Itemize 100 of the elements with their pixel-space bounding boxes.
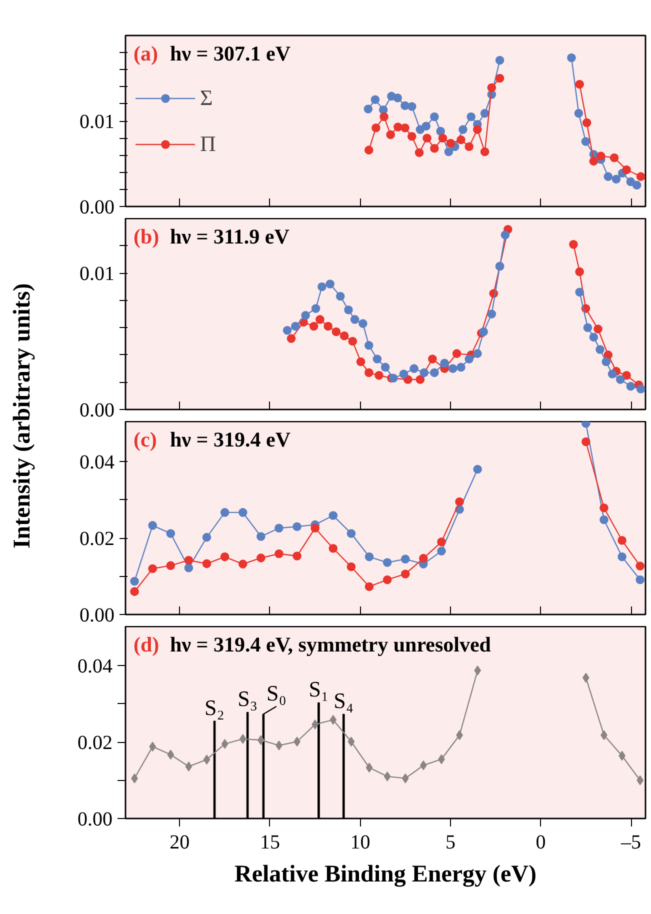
point bbox=[575, 267, 584, 276]
point bbox=[328, 511, 338, 520]
point bbox=[380, 112, 388, 122]
point bbox=[400, 123, 410, 132]
point bbox=[608, 370, 617, 378]
data-label: S₂ bbox=[204, 694, 224, 720]
point bbox=[581, 137, 590, 146]
point bbox=[274, 549, 284, 558]
point bbox=[364, 368, 374, 378]
point bbox=[446, 138, 456, 148]
point bbox=[466, 112, 476, 122]
point bbox=[594, 324, 602, 334]
point bbox=[589, 156, 598, 166]
point bbox=[612, 174, 621, 184]
point bbox=[618, 536, 626, 545]
point bbox=[448, 364, 458, 373]
point bbox=[636, 575, 644, 584]
point bbox=[456, 362, 466, 372]
point bbox=[394, 122, 402, 132]
point bbox=[148, 564, 157, 574]
point bbox=[372, 123, 380, 132]
y-tick-label: 0.04 bbox=[78, 656, 112, 678]
point bbox=[416, 375, 425, 384]
point bbox=[596, 345, 604, 354]
point bbox=[602, 357, 611, 366]
x-axis-title: Relative Binding Energy (eV) bbox=[234, 862, 536, 888]
point bbox=[384, 772, 391, 782]
point bbox=[618, 552, 626, 562]
point bbox=[582, 437, 590, 446]
point bbox=[318, 282, 326, 292]
x-tick-label: 5 bbox=[446, 832, 456, 854]
point bbox=[596, 152, 606, 160]
point bbox=[622, 165, 631, 174]
x-tick-label: 15 bbox=[260, 832, 280, 854]
point bbox=[203, 754, 210, 764]
point bbox=[430, 368, 439, 378]
point bbox=[600, 515, 608, 524]
point bbox=[356, 357, 366, 366]
point bbox=[393, 94, 402, 102]
point bbox=[604, 172, 613, 181]
data-label: S₁ bbox=[308, 676, 329, 702]
point bbox=[575, 80, 584, 89]
point bbox=[336, 292, 345, 301]
point bbox=[258, 735, 264, 745]
y-tick-label: 0.01 bbox=[80, 263, 114, 286]
point bbox=[437, 537, 446, 546]
point bbox=[312, 720, 318, 730]
point bbox=[569, 240, 578, 249]
point bbox=[382, 575, 392, 584]
point bbox=[256, 532, 266, 541]
x-tick-label: 0 bbox=[536, 832, 546, 854]
data-label: S₄ bbox=[334, 688, 354, 714]
point bbox=[358, 319, 368, 328]
point bbox=[310, 524, 320, 533]
point bbox=[346, 562, 356, 572]
point bbox=[166, 561, 176, 570]
chart-title: (d) hν = 319.4 eV, symmetry unresolved bbox=[134, 632, 492, 656]
point bbox=[437, 546, 446, 556]
y-tick-label: 0.00 bbox=[80, 400, 114, 422]
point bbox=[374, 371, 384, 380]
point bbox=[420, 368, 429, 378]
point bbox=[589, 332, 598, 342]
point bbox=[456, 135, 466, 144]
legend-label: Π bbox=[200, 130, 217, 156]
point bbox=[130, 576, 139, 586]
x-tick-label: –5 bbox=[620, 832, 642, 854]
point bbox=[291, 322, 300, 331]
point bbox=[500, 230, 510, 240]
data-label: S₀ bbox=[266, 680, 286, 706]
point bbox=[328, 544, 338, 553]
y-tick-label: 0.02 bbox=[78, 732, 112, 754]
point bbox=[309, 322, 318, 331]
point bbox=[458, 125, 468, 134]
point bbox=[400, 554, 410, 564]
point bbox=[350, 315, 360, 324]
y-tick-label: 0.00 bbox=[78, 808, 112, 830]
point bbox=[452, 349, 462, 358]
point bbox=[436, 126, 445, 136]
point bbox=[473, 125, 482, 134]
point bbox=[184, 563, 194, 572]
point bbox=[382, 558, 392, 567]
point bbox=[148, 521, 157, 530]
point bbox=[604, 350, 613, 360]
point bbox=[330, 714, 337, 725]
point bbox=[430, 144, 439, 153]
point bbox=[276, 740, 282, 750]
point bbox=[610, 153, 619, 162]
point bbox=[184, 556, 194, 565]
point bbox=[220, 508, 230, 517]
point bbox=[402, 773, 409, 784]
y-axis-title: Intensity (arbitrary units) bbox=[10, 283, 36, 549]
point bbox=[316, 315, 324, 324]
point bbox=[366, 762, 373, 773]
point bbox=[256, 554, 266, 562]
point bbox=[438, 134, 448, 142]
point bbox=[410, 364, 418, 373]
point bbox=[474, 666, 481, 676]
x-tick-label: 10 bbox=[350, 832, 370, 854]
y-tick-label: 0.04 bbox=[80, 452, 114, 474]
point bbox=[480, 147, 490, 156]
